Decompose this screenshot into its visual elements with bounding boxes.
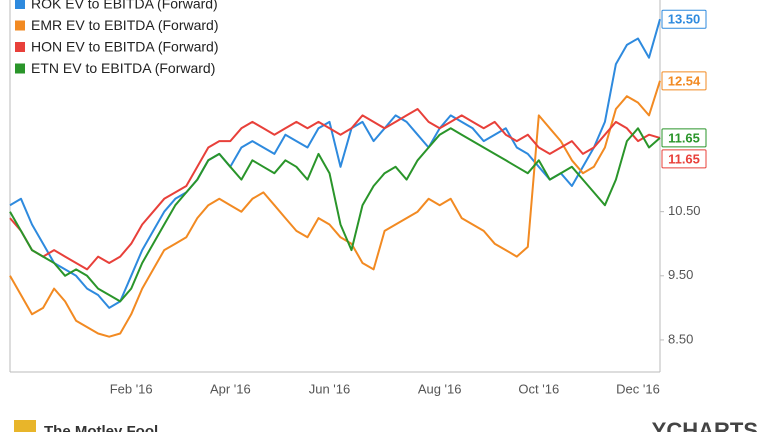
x-tick-label: Aug '16 [418,381,462,396]
legend-label: ETN EV to EBITDA (Forward) [31,60,215,76]
legend-label: HON EV to EBITDA (Forward) [31,39,218,55]
end-label: 11.65 [668,130,700,145]
x-tick-label: Feb '16 [110,381,153,396]
legend-marker [15,20,25,31]
legend-marker [15,42,25,52]
series-line [9,80,661,338]
legend-label: EMR EV to EBITDA (Forward) [31,17,218,33]
end-label: 13.50 [668,12,701,27]
x-tick-label: Oct '16 [518,381,559,396]
end-label-box [661,9,707,29]
end-label-box [661,71,707,91]
series-line [9,108,661,271]
end-label: 11.65 [668,151,700,166]
x-tick-label: Jun '16 [309,381,351,396]
legend-marker [15,63,25,74]
y-tick-label: 9.50 [668,267,693,282]
legend-marker [15,0,25,9]
x-tick-label: Dec '16 [616,381,660,396]
footer-logo [14,420,36,432]
footer-right: YCHARTS [652,418,758,432]
legend-label: ROK EV to EBITDA (Forward) [31,0,218,12]
end-label: 12.54 [668,73,701,88]
end-label-box [661,128,707,148]
footer-left: The Motley Fool [44,423,158,432]
end-label-box [661,149,707,169]
y-tick-label: 8.50 [668,331,693,346]
x-tick-label: Apr '16 [210,381,251,396]
y-tick-label: 10.50 [668,203,701,218]
series-line [9,127,661,303]
